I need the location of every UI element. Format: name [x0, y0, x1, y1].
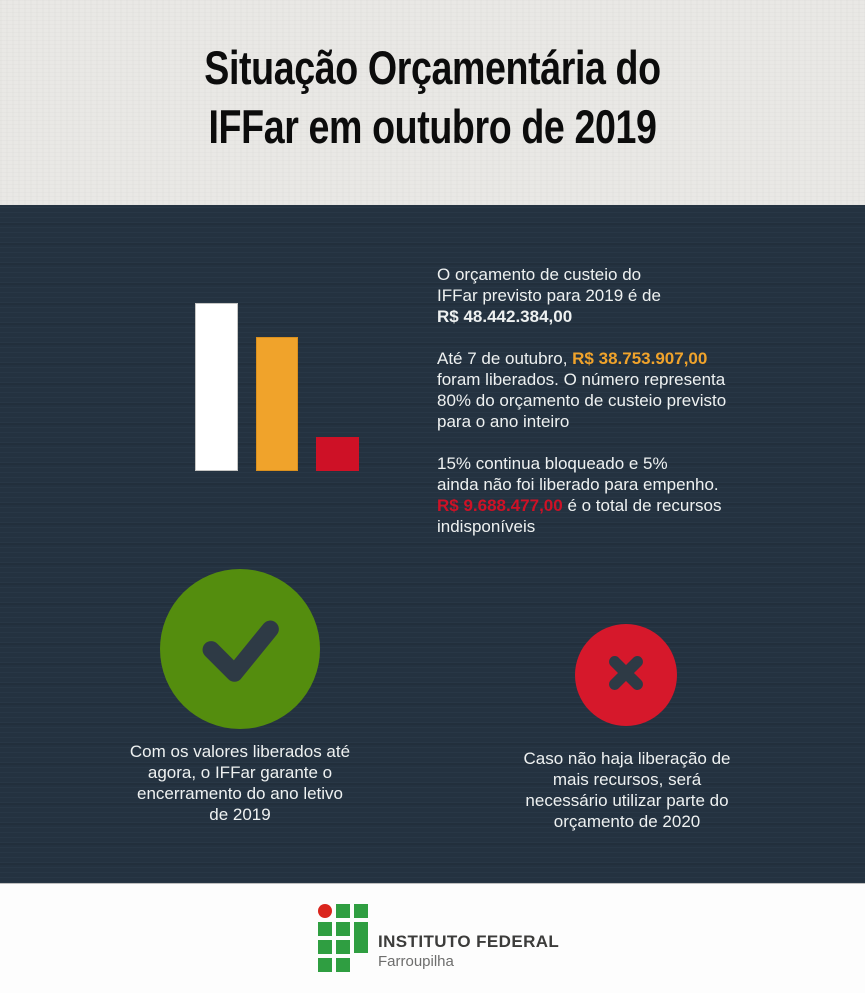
header-band: Situação Orçamentária do IFFar em outubr… — [0, 0, 865, 205]
logo-cell — [336, 958, 350, 972]
budget-paragraph-total: O orçamento de custeio do IFFar previsto… — [437, 264, 777, 327]
logo-cell — [336, 922, 350, 936]
page-title: Situação Orçamentária do IFFar em outubr… — [0, 38, 865, 156]
paragraph-text: é o total de recursos — [562, 496, 722, 515]
if-logo-icon — [318, 904, 368, 972]
budget-text-column: O orçamento de custeio do IFFar previsto… — [437, 264, 777, 552]
footer-band — [0, 883, 865, 993]
logo-cell — [318, 904, 332, 918]
x-icon — [594, 641, 658, 710]
logo-cell — [336, 940, 350, 954]
budget-bar-chart — [195, 303, 365, 471]
brand-text: INSTITUTO FEDERAL Farroupilha — [378, 932, 559, 972]
logo-cell — [318, 958, 332, 972]
instituto-federal-logo: INSTITUTO FEDERAL Farroupilha — [318, 904, 559, 972]
logo-cell — [318, 940, 332, 954]
paragraph-line: Até 7 de outubro, R$ 38.753.907,00 — [437, 348, 777, 369]
page-title-line-1: Situação Orçamentária do — [204, 41, 661, 94]
negative-status-caption: Caso não haja liberação de mais recursos… — [523, 749, 731, 831]
total-budget-amount: R$ 48.442.384,00 — [437, 307, 573, 326]
content-band — [0, 205, 865, 883]
budget-paragraph-blocked: 15% continua bloqueado e 5% ainda não fo… — [437, 453, 777, 537]
logo-cell — [318, 922, 332, 936]
logo-cell — [354, 904, 368, 918]
brand-subname: Farroupilha — [378, 953, 454, 970]
released-amount: R$ 38.753.907,00 — [572, 349, 708, 368]
paragraph-text: O orçamento de custeio do IFFar previsto… — [437, 265, 661, 305]
positive-status-badge — [160, 569, 320, 729]
paragraph-text: Até 7 de outubro, — [437, 349, 573, 368]
brand-name: INSTITUTO FEDERAL — [378, 932, 560, 951]
bar-unavailable-budget — [316, 437, 359, 471]
negative-status-badge — [575, 624, 677, 726]
logo-cell — [336, 904, 350, 918]
bar-total-budget — [195, 303, 238, 471]
budget-paragraph-released: Até 7 de outubro, R$ 38.753.907,00 foram… — [437, 348, 777, 432]
paragraph-line: R$ 9.688.477,00 é o total de recursos — [437, 495, 777, 516]
check-icon — [185, 592, 295, 707]
paragraph-text: 15% continua bloqueado e 5% ainda não fo… — [437, 454, 719, 494]
paragraph-text: indisponíveis — [437, 517, 536, 536]
positive-status-caption: Com os valores liberados até agora, o IF… — [129, 742, 351, 824]
unavailable-amount: R$ 9.688.477,00 — [437, 496, 563, 515]
logo-cell — [354, 922, 368, 953]
paragraph-text: foram liberados. O número representa 80%… — [437, 370, 727, 431]
page-title-line-2: IFFar em outubro de 2019 — [208, 100, 657, 153]
bar-released-budget — [256, 337, 298, 471]
